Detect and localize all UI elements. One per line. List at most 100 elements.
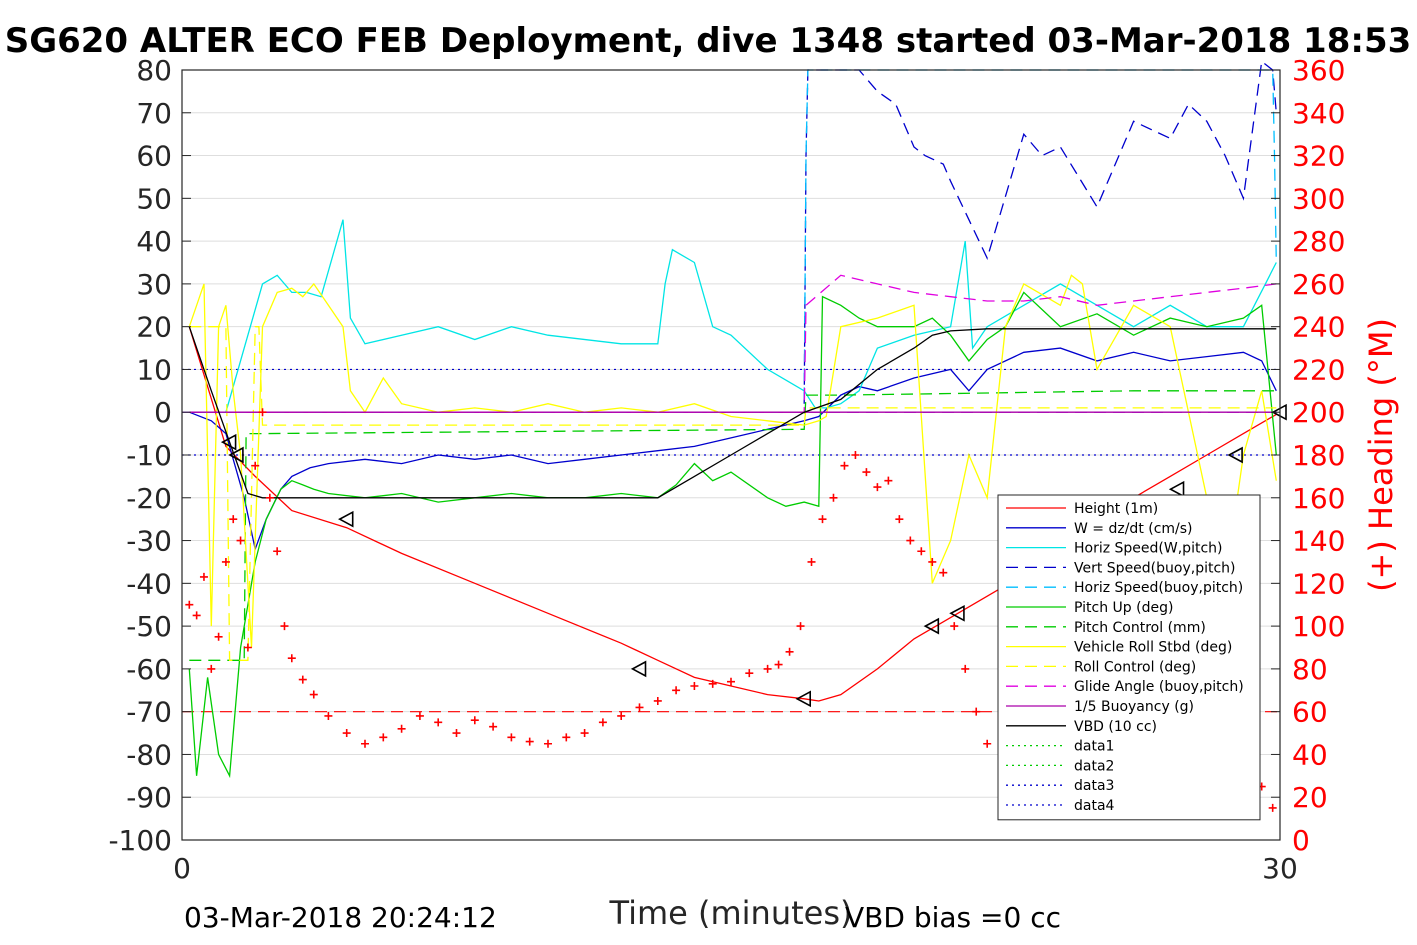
heading-point	[489, 722, 498, 731]
x-axis-label: Time (minutes)	[609, 894, 853, 932]
heading-point	[745, 669, 754, 678]
y-right-tick-label: 60	[1292, 696, 1328, 729]
legend-label: Horiz Speed(buoy,pitch)	[1074, 580, 1243, 596]
heading-point	[562, 733, 571, 742]
heading-point	[236, 536, 245, 545]
y-right-tick-label: 320	[1292, 140, 1345, 173]
heading-point	[807, 557, 816, 566]
heading-point	[415, 711, 424, 720]
heading-point	[862, 468, 871, 477]
heading-point	[727, 677, 735, 686]
legend: Height (1m) W = dz/dt (cm/s) Horiz Speed(W…	[997, 494, 1261, 821]
legend-label: Roll Control (deg)	[1074, 659, 1196, 675]
y-tick-label: -80	[126, 738, 172, 771]
heading-point	[972, 707, 981, 716]
heading-point	[544, 739, 552, 748]
heading-point	[192, 611, 201, 620]
y-right-tick-label: 220	[1292, 353, 1345, 386]
triangle-marker	[228, 446, 244, 464]
y-right-tick-label: 240	[1292, 311, 1345, 344]
legend-label: data2	[1074, 758, 1114, 774]
y-right-tick-label: 40	[1292, 738, 1328, 771]
y-tick-label: 60	[136, 140, 172, 173]
heading-point	[840, 461, 849, 470]
y-tick-label: -40	[126, 567, 172, 600]
heading-point	[199, 572, 208, 581]
legend-label: data3	[1074, 778, 1114, 794]
heading-point	[580, 729, 589, 738]
heading-point	[653, 696, 662, 705]
legend-label: Glide Angle (buoy,pitch)	[1074, 679, 1244, 695]
legend-label: Pitch Up (deg)	[1074, 600, 1173, 616]
heading-point	[983, 739, 992, 748]
heading-point	[287, 654, 296, 663]
y-tick-label: -90	[126, 781, 172, 814]
heading-point	[470, 716, 479, 725]
heading-point	[229, 515, 238, 524]
y-tick-label: 40	[136, 225, 172, 258]
y-right-tick-label: 160	[1292, 482, 1345, 515]
heading-point	[961, 664, 970, 673]
legend-label: data1	[1074, 739, 1114, 755]
y-tick-label: 70	[136, 97, 172, 130]
x-tick-label: 0	[173, 852, 191, 885]
heading-point	[243, 643, 252, 652]
series-horiz	[189, 219, 1277, 413]
y-right-tick-label: 80	[1292, 653, 1328, 686]
heading-point	[258, 408, 267, 417]
heading-point	[873, 483, 882, 492]
heading-point	[708, 679, 717, 688]
y-right-tick-label: 20	[1292, 781, 1328, 814]
heading-point	[298, 675, 307, 684]
series-layer	[188, 60, 1277, 779]
heading-point	[265, 493, 274, 502]
legend-label: VBD (10 cc)	[1074, 719, 1157, 735]
heading-point	[690, 682, 699, 690]
y-right-tick-label: 360	[1292, 54, 1345, 87]
legend-label: Horiz Speed(W,pitch)	[1074, 541, 1222, 557]
triangle-marker	[220, 433, 237, 451]
footer-vbd-bias: VBD bias =0 cc	[845, 901, 1061, 934]
series-glide	[189, 274, 1277, 413]
y-tick-label: -70	[126, 696, 172, 729]
heading-point	[185, 600, 194, 609]
legend-label: Height (1m)	[1074, 501, 1158, 517]
triangle-marker	[949, 604, 965, 622]
y-right-tick-label: 300	[1292, 182, 1345, 215]
heading-point	[379, 733, 388, 742]
heading-point	[895, 515, 904, 524]
heading-point	[207, 664, 216, 673]
heading-point	[397, 724, 406, 733]
triangle-marker	[923, 617, 940, 635]
series-pitch	[188, 291, 1277, 779]
heading-point	[214, 632, 223, 641]
footer-timestamp: 03-Mar-2018 20:24:12	[184, 901, 497, 934]
heading-point	[950, 622, 959, 631]
y-tick-label: -10	[126, 439, 172, 472]
y-right-tick-label: 180	[1292, 439, 1345, 472]
y-tick-label: -100	[108, 824, 172, 857]
y-tick-label: -30	[126, 525, 172, 558]
y-right-tick-label: 340	[1292, 97, 1345, 130]
heading-point	[774, 660, 783, 669]
heading-point	[452, 729, 461, 738]
y-right-tick-label: 100	[1292, 610, 1345, 643]
heading-point	[906, 536, 915, 545]
heading-point	[251, 461, 260, 470]
y-right-tick-label: 260	[1292, 268, 1345, 301]
heading-point	[617, 711, 626, 720]
heading-point	[917, 547, 926, 556]
triangle-marker	[338, 510, 354, 528]
legend-label: Vert Speed(buoy,pitch)	[1074, 560, 1236, 576]
heading-point	[796, 622, 805, 631]
y-tick-label: 0	[154, 396, 172, 429]
heading-point	[324, 711, 333, 720]
heading-point	[635, 703, 644, 712]
heading-point	[273, 547, 282, 556]
triangle-marker	[1168, 480, 1185, 498]
heading-point	[507, 733, 516, 742]
y-right-tick-label: 120	[1292, 567, 1345, 600]
x-tick-label: 30	[1262, 852, 1298, 885]
y-right-tick-label: 200	[1292, 396, 1345, 429]
